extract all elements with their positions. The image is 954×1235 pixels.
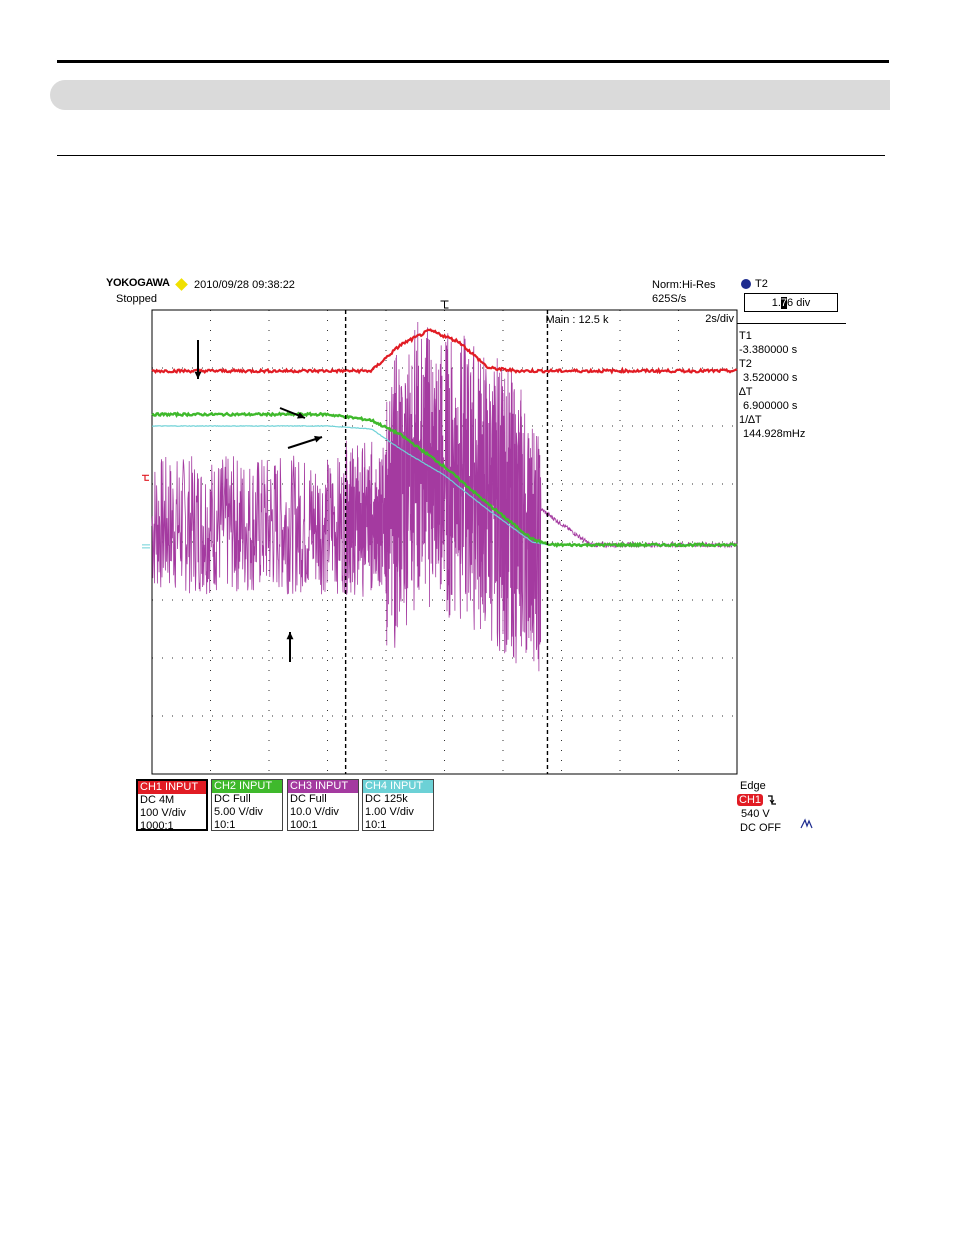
t2-label: T2 — [739, 358, 752, 370]
ch2-trace — [151, 411, 738, 548]
panel-divider — [737, 323, 846, 324]
t1-label: T1 — [739, 330, 752, 342]
ch1-info-box[interactable]: CH1 INPUT DC 4M 100 V/div 1000:1 — [136, 779, 208, 832]
brand-logo: YOKOGAWA — [106, 277, 170, 289]
trigger-coupling: DC OFF — [740, 822, 781, 834]
trigger-level-marker — [142, 474, 149, 481]
ch3-probe: 100:1 — [290, 819, 318, 831]
ch4-coupling: DC 125k — [365, 793, 408, 805]
ch4-pointer-arrow-head — [314, 435, 322, 443]
ch4-scale: 1.00 V/div — [365, 806, 414, 818]
ch2-header: CH2 INPUT — [212, 780, 282, 793]
cursor-position-field[interactable]: 1.76 div — [744, 293, 838, 312]
cursor-value-part-b: 6 div — [787, 297, 811, 309]
ch1-probe: 1000:1 — [140, 820, 174, 832]
waveform-display: Main : 12.5 k 2s/div — [142, 300, 738, 775]
section-rule — [57, 155, 885, 156]
ch2-info-box[interactable]: CH2 INPUT DC Full 5.00 V/div 10:1 — [211, 779, 283, 831]
cursor-readout: T1 -3.380000 s T2 3.520000 s ∆T 6.900000… — [739, 329, 805, 441]
inverse-delta-t-value: 144.928mHz — [743, 428, 806, 440]
t2-value: 3.520000 s — [743, 372, 798, 384]
delta-t-label: ∆T — [739, 386, 753, 398]
inverse-delta-t-label: 1/∆T — [739, 414, 762, 426]
record-length: Main : 12.5 k — [546, 314, 609, 326]
ch4-probe: 10:1 — [365, 819, 387, 831]
cursor-dot-icon — [741, 279, 751, 289]
falling-edge-icon — [768, 795, 777, 805]
sample-rate: 625S/s — [652, 293, 687, 305]
datetime: 2010/09/28 09:38:22 — [194, 279, 295, 291]
ch2-probe: 10:1 — [214, 819, 236, 831]
ground-level-marker — [142, 544, 150, 549]
top-rule — [57, 60, 889, 63]
ch1-coupling: DC 4M — [140, 794, 175, 806]
ch4-info-box[interactable]: CH4 INPUT DC 125k 1.00 V/div 10:1 — [362, 779, 434, 831]
ch1-trace — [151, 328, 738, 375]
acquisition-status: Stopped — [116, 293, 157, 305]
ch3-pointer-arrow-head — [286, 632, 294, 640]
diamond-icon — [175, 278, 188, 291]
ch1-scale: 100 V/div — [140, 807, 186, 819]
trigger-source-badge: CH1 — [737, 794, 764, 806]
acquisition-mode: Norm:Hi-Res — [652, 279, 716, 291]
time-cursors — [344, 310, 549, 774]
ch1-header: CH1 INPUT — [138, 781, 206, 794]
section-bar — [50, 80, 890, 110]
ch2-coupling: DC Full — [214, 793, 251, 805]
t1-value: -3.380000 s — [739, 344, 798, 356]
timebase: 2s/div — [705, 313, 734, 325]
cursor-selected-label: T2 — [755, 278, 768, 290]
trigger-level: 540 V — [741, 808, 770, 820]
ch4-header: CH4 INPUT — [363, 780, 433, 793]
ch3-coupling: DC Full — [290, 793, 327, 805]
noise-filter-icon — [800, 818, 813, 829]
delta-t-value: 6.900000 s — [743, 400, 798, 412]
cursor-value-highlight: 7 — [780, 297, 788, 309]
trigger-source: CH1 — [737, 793, 778, 807]
ch3-header: CH3 INPUT — [288, 780, 358, 793]
trigger-type: Edge — [740, 780, 766, 792]
waveforms — [151, 321, 738, 672]
ch1-pointer-arrow-head — [194, 371, 202, 379]
cursor-value-part-a: 1. — [771, 297, 781, 309]
ch2-pointer-arrow-head — [297, 412, 305, 419]
ch2-scale: 5.00 V/div — [214, 806, 263, 818]
ch3-scale: 10.0 V/div — [290, 806, 339, 818]
trigger-position-icon — [440, 300, 449, 309]
ch3-info-box[interactable]: CH3 INPUT DC Full 10.0 V/div 100:1 — [287, 779, 359, 831]
markers — [142, 300, 449, 662]
